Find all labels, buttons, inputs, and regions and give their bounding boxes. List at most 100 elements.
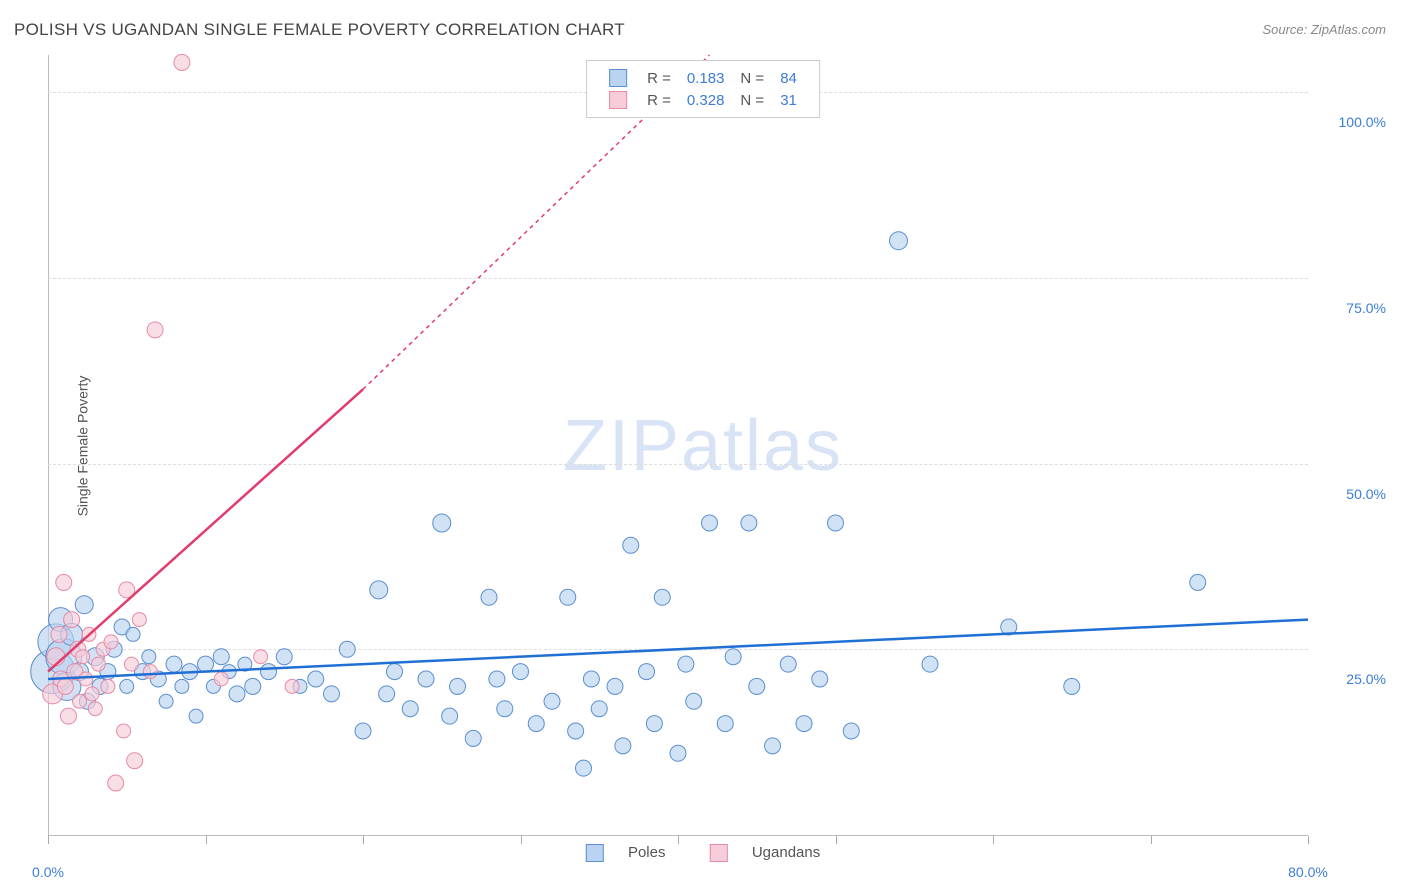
- data-point: [261, 664, 277, 680]
- data-point: [189, 709, 203, 723]
- data-point: [717, 716, 733, 732]
- data-point: [465, 730, 481, 746]
- data-point: [355, 723, 371, 739]
- data-point: [117, 724, 131, 738]
- data-point: [607, 678, 623, 694]
- data-point: [780, 656, 796, 672]
- data-point: [73, 694, 87, 708]
- data-point: [568, 723, 584, 739]
- data-point: [64, 612, 80, 628]
- x-tick: [48, 836, 49, 844]
- x-tick: [836, 836, 837, 844]
- data-point: [85, 687, 99, 701]
- data-point: [379, 686, 395, 702]
- data-point: [433, 514, 451, 532]
- data-point: [678, 656, 694, 672]
- data-point: [174, 54, 190, 70]
- data-point: [308, 671, 324, 687]
- legend-row-poles: R = 0.183 N = 84: [601, 67, 805, 89]
- x-tick: [1151, 836, 1152, 844]
- data-point: [725, 649, 741, 665]
- swatch-ugandans-icon: [710, 844, 728, 862]
- data-point: [670, 745, 686, 761]
- data-point: [481, 589, 497, 605]
- data-point: [1190, 574, 1206, 590]
- plot-svg: [48, 55, 1308, 835]
- swatch-ugandans: [609, 91, 627, 109]
- data-point: [418, 671, 434, 687]
- data-point: [402, 701, 418, 717]
- data-point: [214, 672, 228, 686]
- legend-stats: R = 0.183 N = 84 R = 0.328 N = 31: [586, 60, 820, 118]
- x-tick: [521, 836, 522, 844]
- data-point: [583, 671, 599, 687]
- data-point: [442, 708, 458, 724]
- data-point: [812, 671, 828, 687]
- data-point: [828, 515, 844, 531]
- data-point: [450, 678, 466, 694]
- data-point: [60, 708, 76, 724]
- data-point: [1064, 678, 1080, 694]
- data-point: [198, 656, 214, 672]
- x-tick: [993, 836, 994, 844]
- data-point: [796, 716, 812, 732]
- data-point: [489, 671, 505, 687]
- data-point: [560, 589, 576, 605]
- data-point: [76, 650, 90, 664]
- legend-item-poles: Poles: [576, 844, 680, 861]
- data-point: [370, 581, 388, 599]
- data-point: [229, 686, 245, 702]
- data-point: [702, 515, 718, 531]
- data-point: [127, 753, 143, 769]
- data-point: [615, 738, 631, 754]
- x-tick: [363, 836, 364, 844]
- data-point: [497, 701, 513, 717]
- data-point: [245, 678, 261, 694]
- data-point: [175, 679, 189, 693]
- data-point: [108, 775, 124, 791]
- data-point: [124, 657, 138, 671]
- data-point: [646, 716, 662, 732]
- source-attribution: Source: ZipAtlas.com: [1262, 22, 1386, 37]
- data-point: [51, 626, 67, 642]
- y-tick-label: 75.0%: [1346, 300, 1386, 316]
- data-point: [104, 635, 118, 649]
- data-point: [79, 672, 93, 686]
- data-point: [132, 613, 146, 627]
- data-point: [339, 641, 355, 657]
- data-point: [576, 760, 592, 776]
- data-point: [324, 686, 340, 702]
- data-point: [765, 738, 781, 754]
- data-point: [254, 650, 268, 664]
- data-point: [741, 515, 757, 531]
- data-point: [544, 693, 560, 709]
- y-tick-label: 25.0%: [1346, 671, 1386, 687]
- swatch-poles: [609, 69, 627, 87]
- data-point: [91, 657, 105, 671]
- y-tick-label: 100.0%: [1339, 114, 1386, 130]
- data-point: [143, 665, 157, 679]
- data-point: [890, 232, 908, 250]
- legend-item-ugandans: Ugandans: [700, 844, 831, 861]
- x-tick-label: 0.0%: [32, 864, 64, 880]
- chart-title: POLISH VS UGANDAN SINGLE FEMALE POVERTY …: [14, 20, 625, 40]
- data-point: [75, 596, 93, 614]
- x-tick: [206, 836, 207, 844]
- x-tick: [1308, 836, 1309, 844]
- data-point: [623, 537, 639, 553]
- legend-row-ugandans: R = 0.328 N = 31: [601, 89, 805, 111]
- data-point: [513, 664, 529, 680]
- data-point: [285, 679, 299, 693]
- data-point: [843, 723, 859, 739]
- x-tick: [678, 836, 679, 844]
- data-point: [654, 589, 670, 605]
- correlation-chart: POLISH VS UGANDAN SINGLE FEMALE POVERTY …: [0, 0, 1406, 892]
- data-point: [147, 322, 163, 338]
- data-point: [88, 702, 102, 716]
- data-point: [749, 678, 765, 694]
- data-point: [591, 701, 607, 717]
- legend-series: Poles Ugandans: [566, 844, 840, 862]
- y-tick-label: 50.0%: [1346, 486, 1386, 502]
- data-point: [56, 574, 72, 590]
- data-point: [639, 664, 655, 680]
